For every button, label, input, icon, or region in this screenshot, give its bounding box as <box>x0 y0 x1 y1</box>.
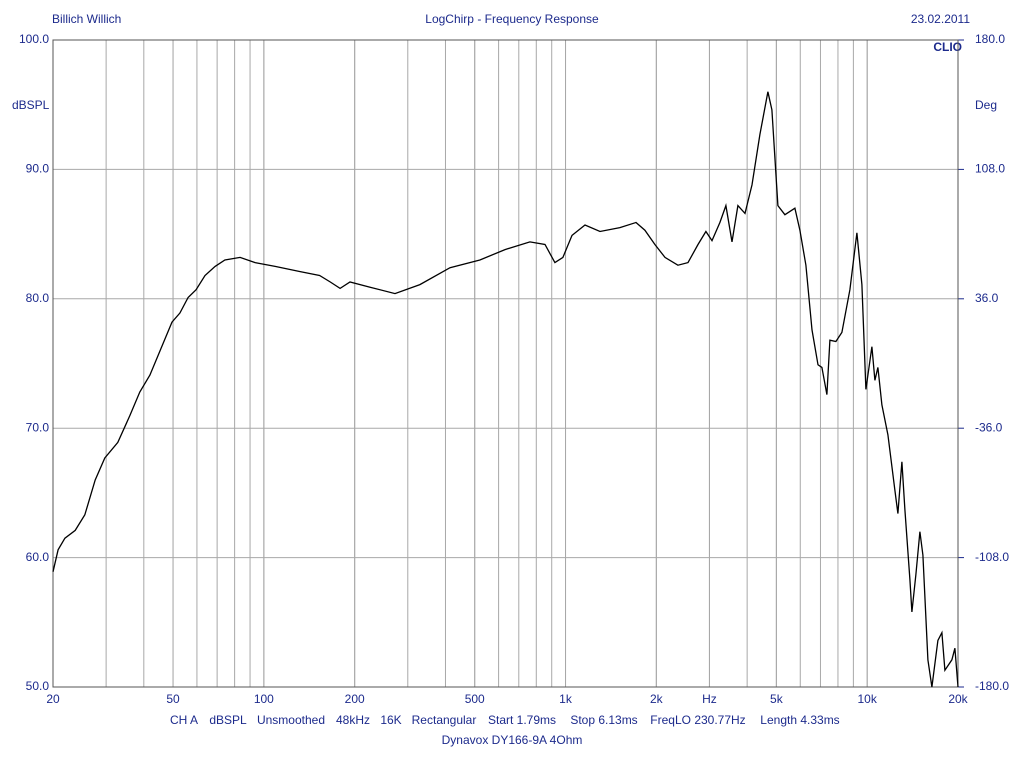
y2-tick-label: 180.0 <box>975 32 1005 46</box>
x-tick-label: 500 <box>465 692 485 706</box>
y-tick-label: 100.0 <box>19 32 49 46</box>
y-tick-label: 60.0 <box>26 550 50 564</box>
response-line <box>52 91 959 688</box>
x-tick-label: 20 <box>46 692 60 706</box>
y2-tick-label: 108.0 <box>975 162 1005 176</box>
y-tick-label: 90.0 <box>26 162 50 176</box>
y2-tick-label: -36.0 <box>975 420 1003 434</box>
y2-tick-label: -180.0 <box>975 679 1009 693</box>
setting: Stop 6.13ms <box>570 713 637 727</box>
x-tick-label: 2k <box>650 692 664 706</box>
setting: 16K <box>380 713 401 727</box>
setting: Length 4.33ms <box>760 713 839 727</box>
x-tick-label: 200 <box>345 692 365 706</box>
setting: Start 1.79ms <box>488 713 556 727</box>
brand: CLIO <box>933 40 962 54</box>
subtitle: Dynavox DY166-9A 4Ohm <box>442 733 583 747</box>
y-tick-label: 50.0 <box>26 679 50 693</box>
setting: CH A <box>170 713 198 727</box>
x-tick-label: 5k <box>770 692 784 706</box>
y2-tick-label: -108.0 <box>975 550 1009 564</box>
x-tick-label: Hz <box>702 692 717 706</box>
x-tick-label: 100 <box>254 692 274 706</box>
setting: Rectangular <box>412 713 477 727</box>
setting: Unsmoothed <box>257 713 325 727</box>
setting: 48kHz <box>336 713 370 727</box>
x-tick-label: 10k <box>858 692 878 706</box>
setting: FreqLO 230.77Hz <box>650 713 745 727</box>
x-tick-label: 1k <box>559 692 573 706</box>
x-tick-label: 20k <box>948 692 968 706</box>
x-tick-label: 50 <box>166 692 180 706</box>
y-tick-label: 70.0 <box>26 420 50 434</box>
setting: dBSPL <box>209 713 247 727</box>
y-tick-label: 80.0 <box>26 291 50 305</box>
chart-title: LogChirp - Frequency Response <box>425 12 599 26</box>
author: Billich Willich <box>52 12 121 26</box>
y2-tick-label: 36.0 <box>975 291 999 305</box>
plot-frame <box>52 39 959 688</box>
y-axis-label: dBSPL <box>12 98 50 112</box>
y2-axis-label: Deg <box>975 98 997 112</box>
date: 23.02.2011 <box>911 12 970 26</box>
